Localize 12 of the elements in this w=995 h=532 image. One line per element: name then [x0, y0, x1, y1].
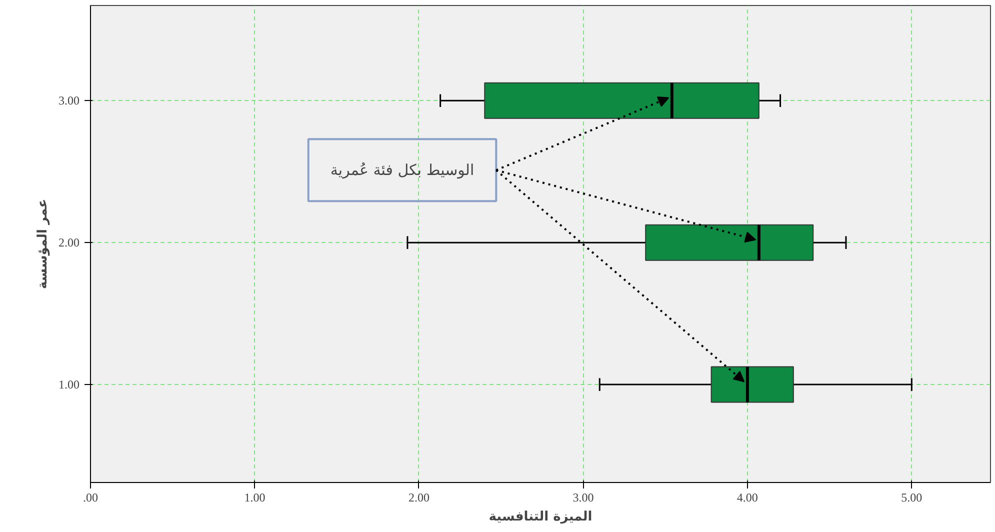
- x-tick-label: 5.00: [901, 490, 922, 504]
- x-tick-label: 1.00: [244, 490, 266, 504]
- x-axis-title: الميزة التنافسية: [488, 510, 592, 524]
- y-axis-title: عمر المؤسسة: [36, 198, 50, 290]
- y-tick-label: 2.00: [58, 236, 80, 250]
- y-tick-label: 1.00: [58, 378, 80, 392]
- x-tick-label: 2.00: [408, 490, 430, 504]
- x-tick-label: .00: [83, 490, 98, 504]
- x-tick-label: 4.00: [736, 490, 758, 504]
- x-tick-label: 3.00: [572, 490, 594, 504]
- annotation: الوسيط بكل فئة عُمرية: [330, 161, 474, 180]
- y-tick-label: 3.00: [58, 94, 80, 108]
